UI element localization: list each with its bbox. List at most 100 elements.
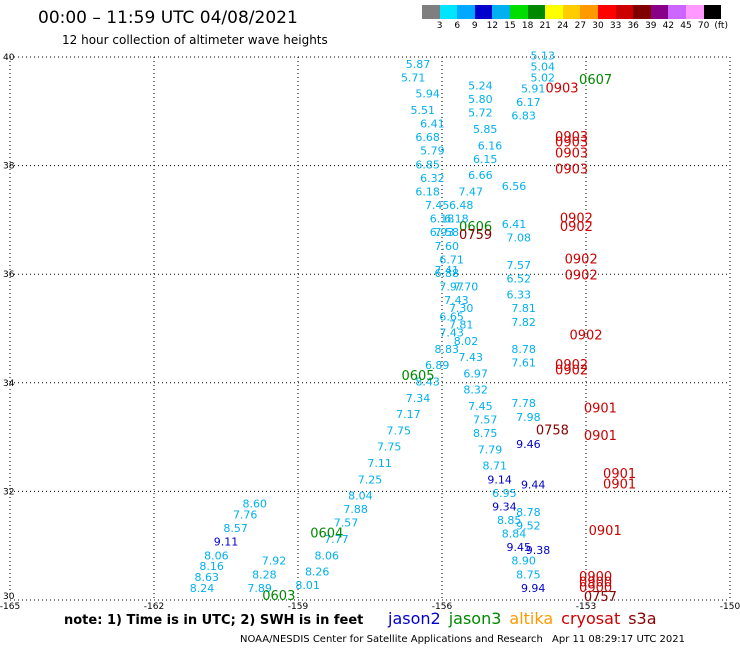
- swh-value: 7.47: [459, 185, 484, 198]
- colorbar-swatch: [703, 5, 722, 19]
- pass-time-label: 0902: [555, 358, 588, 373]
- colorbar-label: 42: [662, 21, 675, 31]
- swh-value: 9.46: [516, 438, 541, 451]
- swh-value: 6.85: [415, 158, 440, 171]
- swh-value: 8.85: [497, 514, 522, 527]
- swh-value: 5.71: [401, 71, 426, 84]
- swh-value: 7.70: [454, 280, 479, 293]
- colorbar-swatch: [439, 5, 458, 19]
- x-tick-label: -156: [432, 602, 453, 612]
- swh-value: 7.43: [444, 294, 469, 307]
- colorbar-swatch: [474, 5, 493, 19]
- colorbar-swatch: [668, 5, 686, 19]
- swh-value: 5.91: [521, 82, 546, 95]
- colorbar-label: 9: [471, 21, 478, 31]
- pass-time-label: 0901: [603, 478, 636, 493]
- y-tick-label: 38: [3, 162, 15, 172]
- swh-value: 7.77: [324, 533, 349, 546]
- swh-value: 6.93: [430, 226, 455, 239]
- swh-value: 5.13: [531, 50, 556, 63]
- swh-value: 9.38: [526, 544, 551, 557]
- pass-time-label: 0902: [565, 252, 598, 267]
- swh-value: 7.81: [511, 302, 536, 315]
- pass-time-label: 0902: [560, 220, 593, 235]
- pass-time-label: 0902: [555, 364, 588, 379]
- swh-value: 7.60: [435, 240, 460, 253]
- pass-time-label: 0607: [579, 73, 612, 88]
- pass-time-label: 0901: [589, 524, 622, 539]
- legend-jason3: jason3: [448, 609, 502, 628]
- swh-value: 6.95: [492, 487, 517, 500]
- swh-value: 8.83: [435, 343, 460, 356]
- swh-value: 8.78: [516, 506, 541, 519]
- swh-value: 6.48: [449, 199, 474, 212]
- swh-value: 8.24: [190, 582, 215, 595]
- pass-time-label: 0903: [555, 130, 588, 145]
- colorbar-label: (ft): [714, 21, 728, 31]
- colorbar-label: 15: [504, 21, 516, 31]
- x-tick-label: -165: [0, 602, 20, 612]
- swh-value: 6.97: [463, 367, 488, 380]
- swh-value: 7.17: [396, 408, 421, 421]
- swh-value: 6.71: [439, 253, 464, 266]
- colorbar-label: 18: [521, 21, 534, 31]
- swh-value: 9.45: [507, 541, 532, 554]
- swh-value: 7.45: [425, 199, 450, 212]
- swh-value: 6.18: [430, 213, 455, 226]
- pass-time-label: 0759: [459, 228, 492, 243]
- swh-value: 7.82: [511, 316, 536, 329]
- swh-value: 9.94: [521, 582, 546, 595]
- swh-value: 8.63: [195, 571, 220, 584]
- colorbar-label: 33: [609, 21, 622, 31]
- swh-value: 8.75: [516, 568, 541, 581]
- swh-value: 7.75: [387, 424, 412, 437]
- swh-value: 5.04: [531, 61, 556, 74]
- swh-value: 7.98: [516, 411, 541, 424]
- swh-value: 7.43: [459, 351, 484, 364]
- legend-jason2: jason2: [388, 609, 441, 628]
- y-tick-label: 30: [3, 592, 15, 602]
- swh-value: 5.94: [415, 88, 440, 101]
- swh-value: 6.41: [502, 218, 527, 231]
- swh-value: 9.11: [214, 536, 239, 549]
- swh-value: 7.57: [334, 517, 359, 530]
- swh-value: 7.78: [511, 397, 536, 410]
- swh-value: 6.66: [468, 169, 493, 182]
- swh-value: 7.57: [507, 259, 532, 272]
- swh-value: 7.58: [435, 226, 460, 239]
- swh-value: 8.32: [463, 384, 488, 397]
- swh-value: 7.88: [343, 503, 368, 516]
- swh-value: 6.16: [478, 139, 503, 152]
- colorbar-label: 39: [645, 21, 657, 31]
- swh-value: 5.80: [468, 93, 493, 106]
- swh-value: 7.89: [247, 582, 272, 595]
- swh-value: 8.75: [473, 427, 498, 440]
- satellite-legend: jason2 jason3 altika cryosat s3a: [388, 609, 665, 628]
- swh-value: 6.32: [420, 172, 445, 185]
- colorbar-label: 70: [697, 21, 710, 31]
- colorbar-swatch: [685, 5, 704, 19]
- colorbar-swatch: [615, 5, 634, 19]
- colorbar-swatch: [492, 5, 510, 19]
- colorbar-swatch: [527, 5, 546, 19]
- colorbar-label: 27: [574, 21, 587, 31]
- swh-value: 7.25: [358, 473, 383, 486]
- pass-time-label: 0603: [262, 589, 295, 604]
- y-tick-label: 32: [3, 487, 14, 497]
- colorbar-labels: 3 6 9 12 15 18 21 24 27 30 33 36 39 42 45 70 (ft): [422, 21, 740, 33]
- colorbar-label: 30: [592, 21, 604, 31]
- swh-value: 7.30: [449, 302, 474, 315]
- swh-value: 6.33: [507, 289, 532, 302]
- pass-time-label: 0901: [584, 429, 617, 444]
- pass-time-label: 0903: [545, 81, 578, 96]
- colorbar-label: 21: [539, 21, 551, 31]
- colorbar-swatch: [422, 5, 440, 19]
- pass-time-label: 0604: [310, 527, 343, 542]
- swh-value: 9.34: [492, 500, 517, 513]
- swh-value: 7.76: [233, 509, 258, 522]
- credit-text: NOAA/NESDIS Center for Satellite Applica…: [240, 634, 543, 645]
- swh-value: 8.06: [315, 549, 340, 562]
- pass-time-label: 0901: [603, 467, 636, 482]
- swh-value: 5.24: [468, 80, 493, 93]
